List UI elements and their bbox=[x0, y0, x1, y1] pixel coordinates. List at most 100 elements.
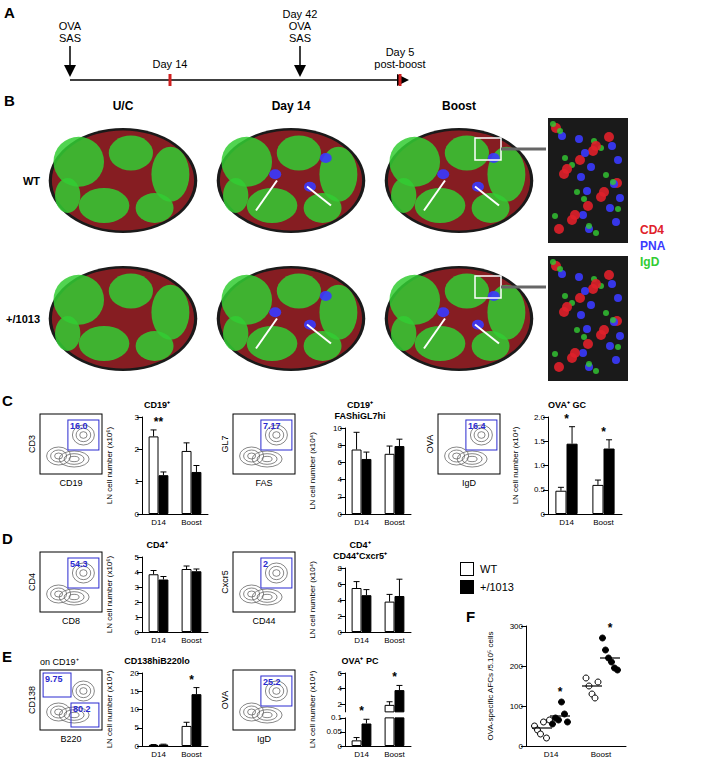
svg-text:IgD: IgD bbox=[462, 478, 477, 488]
svg-text:D14: D14 bbox=[354, 518, 369, 527]
svg-text:OVA: OVA bbox=[289, 20, 312, 32]
svg-text:6: 6 bbox=[338, 458, 343, 467]
svg-text:Boost: Boost bbox=[181, 518, 202, 527]
svg-text:*: * bbox=[558, 685, 563, 699]
svg-text:Boost: Boost bbox=[442, 99, 476, 113]
svg-text:4: 4 bbox=[338, 475, 343, 484]
svg-text:1: 1 bbox=[135, 477, 140, 486]
svg-text:2.0: 2.0 bbox=[534, 413, 546, 422]
svg-text:Boost: Boost bbox=[384, 750, 405, 759]
svg-text:SAS: SAS bbox=[289, 32, 311, 44]
svg-text:15: 15 bbox=[130, 687, 139, 696]
svg-text:D14: D14 bbox=[354, 750, 369, 759]
svg-text:Day 14: Day 14 bbox=[272, 99, 311, 113]
svg-text:0: 0 bbox=[338, 510, 343, 519]
svg-text:FAS: FAS bbox=[255, 478, 272, 488]
svg-text:CD4: CD4 bbox=[27, 573, 37, 591]
svg-text:300: 300 bbox=[510, 622, 524, 631]
svg-text:Day 5: Day 5 bbox=[386, 46, 415, 58]
svg-text:Boost: Boost bbox=[181, 750, 202, 759]
svg-text:D14: D14 bbox=[151, 518, 166, 527]
svg-text:0.5: 0.5 bbox=[534, 485, 546, 494]
svg-text:5: 5 bbox=[135, 723, 140, 732]
svg-text:CD4⁺: CD4⁺ bbox=[146, 540, 167, 550]
svg-text:*: * bbox=[392, 670, 397, 684]
svg-text:CD138hiB220lo: CD138hiB220lo bbox=[124, 656, 190, 666]
svg-text:Day 14: Day 14 bbox=[153, 58, 188, 70]
svg-text:OVA⁺ GC: OVA⁺ GC bbox=[548, 400, 586, 410]
svg-text:2: 2 bbox=[135, 598, 140, 607]
svg-text:CD19: CD19 bbox=[59, 478, 82, 488]
svg-text:0: 0 bbox=[338, 628, 343, 637]
svg-text:5: 5 bbox=[135, 553, 140, 562]
svg-text:OVA⁺ PC: OVA⁺ PC bbox=[342, 656, 379, 666]
svg-text:1.0: 1.0 bbox=[534, 461, 546, 470]
svg-text:*: * bbox=[189, 673, 194, 687]
svg-text:6: 6 bbox=[338, 580, 343, 589]
svg-text:D14: D14 bbox=[151, 636, 166, 645]
svg-text:CD138: CD138 bbox=[27, 686, 37, 714]
svg-text:post-boost: post-boost bbox=[374, 58, 425, 70]
svg-text:0.05: 0.05 bbox=[326, 727, 342, 736]
svg-text:**: ** bbox=[154, 415, 164, 429]
svg-text:GL7: GL7 bbox=[220, 435, 230, 452]
svg-text:16.4: 16.4 bbox=[468, 421, 486, 431]
svg-text:1.5: 1.5 bbox=[534, 437, 546, 446]
svg-text:10: 10 bbox=[130, 705, 139, 714]
svg-text:*: * bbox=[564, 412, 569, 426]
svg-text:0: 0 bbox=[135, 628, 140, 637]
svg-text:Boost: Boost bbox=[181, 636, 202, 645]
svg-text:Boost: Boost bbox=[384, 518, 405, 527]
svg-text:LN cell number (x10⁴): LN cell number (x10⁴) bbox=[308, 432, 317, 510]
svg-text:25.2: 25.2 bbox=[263, 677, 281, 687]
svg-text:*: * bbox=[359, 704, 364, 718]
svg-text:WT: WT bbox=[23, 175, 40, 187]
svg-text:7.17: 7.17 bbox=[263, 421, 281, 431]
svg-text:2: 2 bbox=[263, 559, 268, 569]
svg-text:LN cell number (x10⁶): LN cell number (x10⁶) bbox=[105, 555, 114, 633]
svg-text:Boost: Boost bbox=[593, 518, 614, 527]
svg-text:54.3: 54.3 bbox=[70, 559, 88, 569]
svg-text:1: 1 bbox=[135, 613, 140, 622]
svg-text:CD3: CD3 bbox=[27, 435, 37, 453]
svg-text:8: 8 bbox=[338, 441, 343, 450]
svg-text:LN cell number (x10⁶): LN cell number (x10⁶) bbox=[105, 426, 114, 504]
svg-text:100: 100 bbox=[510, 702, 524, 711]
svg-text:OVA: OVA bbox=[59, 20, 82, 32]
svg-text:3: 3 bbox=[135, 583, 140, 592]
svg-text:CD4: CD4 bbox=[640, 223, 664, 237]
svg-text:D14: D14 bbox=[544, 750, 559, 759]
svg-text:CD19⁺: CD19⁺ bbox=[144, 400, 170, 410]
svg-text:CD8: CD8 bbox=[62, 616, 80, 626]
svg-text:0: 0 bbox=[135, 510, 140, 519]
svg-text:CD4⁺: CD4⁺ bbox=[349, 540, 370, 550]
svg-text:on CD19⁺: on CD19⁺ bbox=[40, 657, 79, 667]
svg-text:8: 8 bbox=[338, 564, 343, 573]
svg-text:Day 42: Day 42 bbox=[283, 8, 318, 20]
svg-text:+/1013: +/1013 bbox=[6, 313, 40, 325]
svg-text:SAS: SAS bbox=[59, 32, 81, 44]
svg-text:3: 3 bbox=[135, 413, 140, 422]
svg-text:LN cell number (x10⁴): LN cell number (x10⁴) bbox=[308, 670, 317, 748]
svg-text:D14: D14 bbox=[354, 636, 369, 645]
svg-text:FAShiGL7hi: FAShiGL7hi bbox=[334, 411, 385, 421]
svg-text:4: 4 bbox=[135, 568, 140, 577]
svg-text:CD19⁺: CD19⁺ bbox=[347, 400, 373, 410]
svg-text:Boost: Boost bbox=[384, 636, 405, 645]
svg-text:OVA: OVA bbox=[425, 435, 435, 453]
svg-text:D14: D14 bbox=[151, 750, 166, 759]
svg-text:2: 2 bbox=[338, 612, 343, 621]
svg-text:LN cell number (x10⁴): LN cell number (x10⁴) bbox=[308, 561, 317, 639]
svg-text:20: 20 bbox=[130, 669, 139, 678]
svg-text:0: 0 bbox=[541, 510, 546, 519]
svg-text:2: 2 bbox=[338, 492, 343, 501]
svg-text:6: 6 bbox=[338, 669, 343, 678]
svg-text:OVA: OVA bbox=[220, 691, 230, 709]
svg-text:4: 4 bbox=[338, 684, 343, 693]
svg-text:Boost: Boost bbox=[591, 750, 612, 759]
svg-text:CD44⁺Cxcr5⁺: CD44⁺Cxcr5⁺ bbox=[333, 551, 387, 561]
svg-text:80.2: 80.2 bbox=[73, 704, 91, 714]
svg-text:D14: D14 bbox=[559, 518, 574, 527]
svg-text:0: 0 bbox=[135, 742, 140, 751]
svg-text:OVA-specific AFCs /5.10⁵ cells: OVA-specific AFCs /5.10⁵ cells bbox=[486, 632, 495, 741]
